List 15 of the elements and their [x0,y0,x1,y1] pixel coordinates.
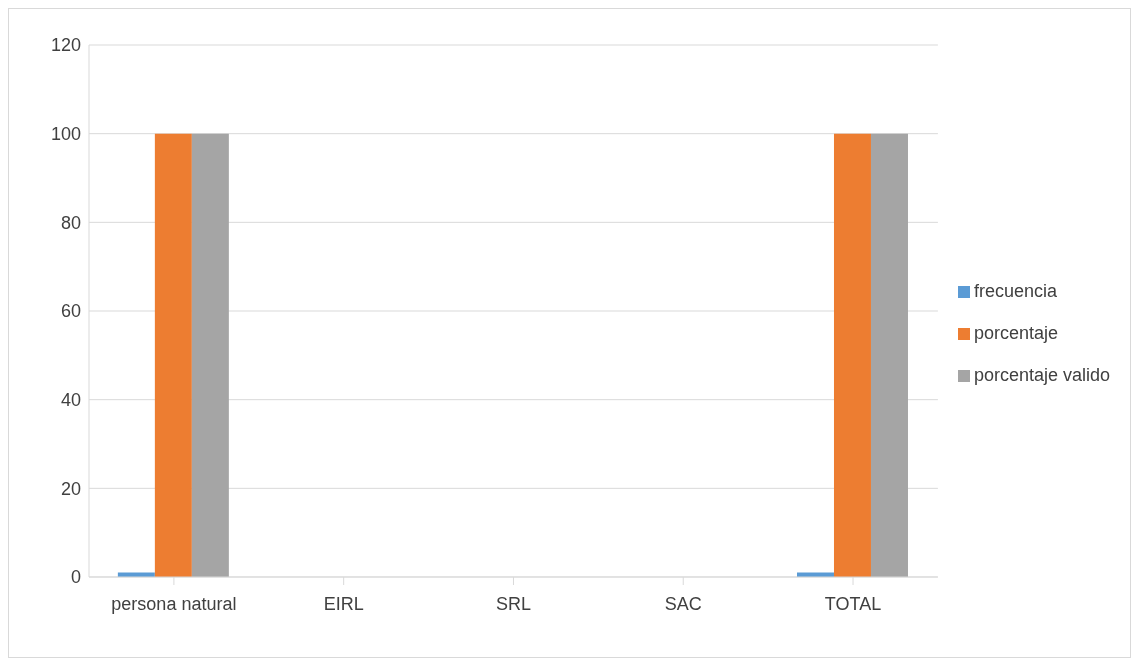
x-tick-label: SRL [495,593,531,614]
legend-label: porcentaje [973,323,1058,343]
x-tick-label: EIRL [323,593,364,614]
y-tick-label: 40 [60,390,81,411]
y-tick-label: 80 [60,212,81,233]
legend-label: frecuencia [973,281,1057,301]
y-tick-label: 0 [70,567,81,588]
y-tick-label: 120 [50,35,81,56]
y-tick-label: 100 [50,124,81,145]
legend-label: porcentaje valido [973,365,1110,385]
y-tick-label: 60 [60,301,81,322]
x-tick-label: SAC [664,593,702,614]
y-tick-label: 20 [60,478,81,499]
x-tick-label: persona natural [111,593,237,614]
x-tick-label: TOTAL [824,593,882,614]
